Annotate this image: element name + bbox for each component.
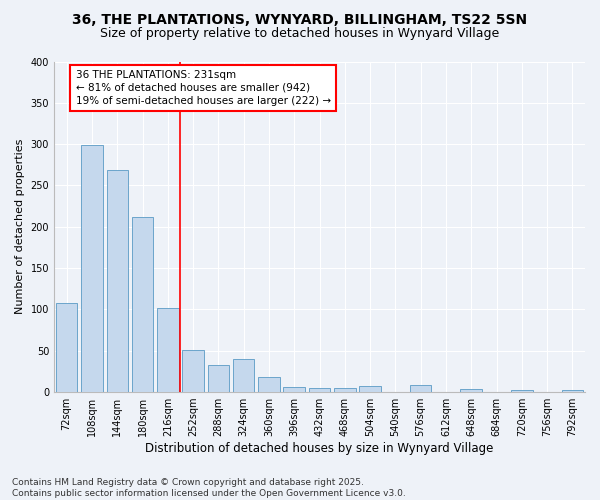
Bar bbox=[157, 308, 179, 392]
Text: 36, THE PLANTATIONS, WYNYARD, BILLINGHAM, TS22 5SN: 36, THE PLANTATIONS, WYNYARD, BILLINGHAM… bbox=[73, 12, 527, 26]
Bar bbox=[359, 386, 381, 392]
Bar bbox=[258, 377, 280, 392]
Bar bbox=[132, 217, 153, 392]
Bar bbox=[334, 388, 356, 392]
Bar bbox=[233, 359, 254, 392]
Text: 36 THE PLANTATIONS: 231sqm
← 81% of detached houses are smaller (942)
19% of sem: 36 THE PLANTATIONS: 231sqm ← 81% of deta… bbox=[76, 70, 331, 106]
Bar bbox=[81, 145, 103, 392]
Bar bbox=[562, 390, 583, 392]
Text: Size of property relative to detached houses in Wynyard Village: Size of property relative to detached ho… bbox=[100, 28, 500, 40]
Bar bbox=[107, 170, 128, 392]
Bar bbox=[309, 388, 330, 392]
Y-axis label: Number of detached properties: Number of detached properties bbox=[15, 139, 25, 314]
Bar bbox=[283, 387, 305, 392]
Bar bbox=[511, 390, 533, 392]
Bar bbox=[182, 350, 204, 392]
Bar bbox=[208, 365, 229, 392]
Text: Contains HM Land Registry data © Crown copyright and database right 2025.
Contai: Contains HM Land Registry data © Crown c… bbox=[12, 478, 406, 498]
X-axis label: Distribution of detached houses by size in Wynyard Village: Distribution of detached houses by size … bbox=[145, 442, 494, 455]
Bar bbox=[56, 303, 77, 392]
Bar bbox=[460, 389, 482, 392]
Bar bbox=[410, 386, 431, 392]
